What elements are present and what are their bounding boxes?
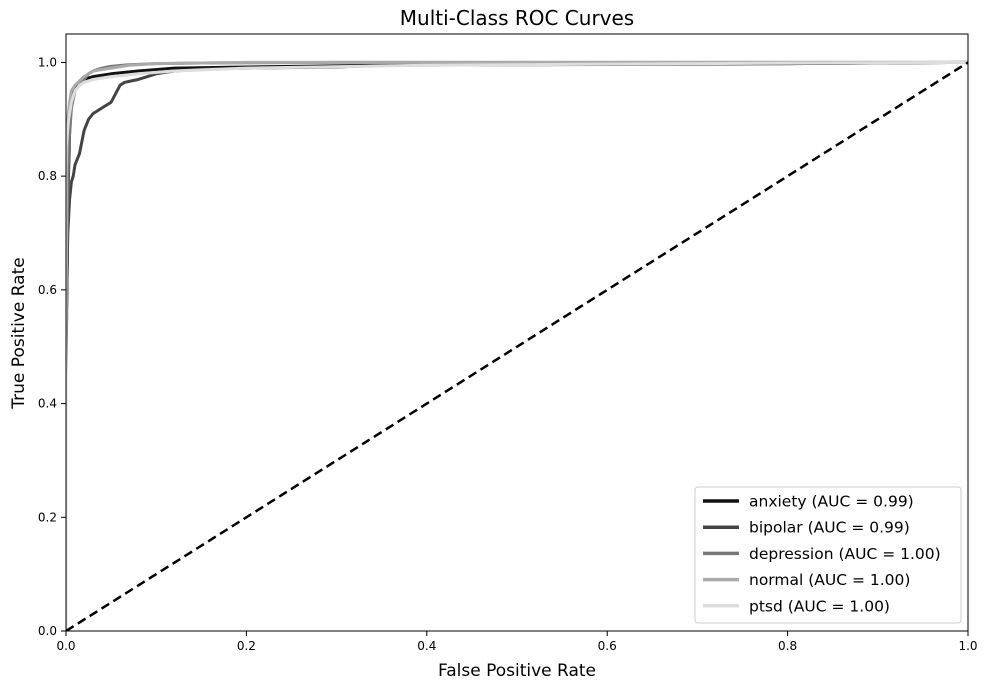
- y-tick-label: 1.0: [38, 55, 57, 69]
- x-tick-label: 0.6: [598, 639, 617, 653]
- legend-entry-4: ptsd (AUC = 1.00): [749, 597, 890, 615]
- chart-title: Multi-Class ROC Curves: [400, 6, 634, 30]
- x-tick-label: 0.4: [417, 639, 436, 653]
- legend-entry-1: bipolar (AUC = 0.99): [749, 519, 910, 537]
- legend-entry-2: depression (AUC = 1.00): [749, 545, 941, 563]
- y-tick-label: 0.4: [38, 397, 57, 411]
- plot-area-frame: [65, 33, 969, 632]
- legend-entry-3: normal (AUC = 1.00): [749, 571, 910, 589]
- legend-box: [694, 486, 962, 624]
- roc-curve-series-4: [66, 60, 968, 631]
- chance-reference-line: [66, 61, 968, 631]
- legend: anxiety (AUC = 0.99) bipolar (AUC = 0.99)…: [694, 486, 962, 624]
- x-tick-label: 0.8: [778, 639, 797, 653]
- x-axis-label: False Positive Rate: [438, 661, 596, 681]
- y-tick-label: 0.8: [38, 169, 57, 183]
- y-axis-ticks: 0.0 0.2 0.4 0.6 0.8 1.0: [38, 55, 66, 638]
- y-tick-label: 0.2: [38, 510, 57, 524]
- x-axis-ticks: 0.0 0.2 0.4 0.6 0.8 1.0: [56, 631, 978, 653]
- y-tick-label: 0.6: [38, 283, 57, 297]
- legend-entry-0: anxiety (AUC = 0.99): [749, 493, 914, 511]
- x-tick-label: 0.2: [237, 639, 256, 653]
- roc-curves: [66, 60, 968, 631]
- y-axis-label: True Positive Rate: [9, 257, 29, 409]
- y-tick-label: 0.0: [38, 624, 57, 638]
- x-tick-label: 0.0: [56, 639, 75, 653]
- x-tick-label: 1.0: [958, 639, 977, 653]
